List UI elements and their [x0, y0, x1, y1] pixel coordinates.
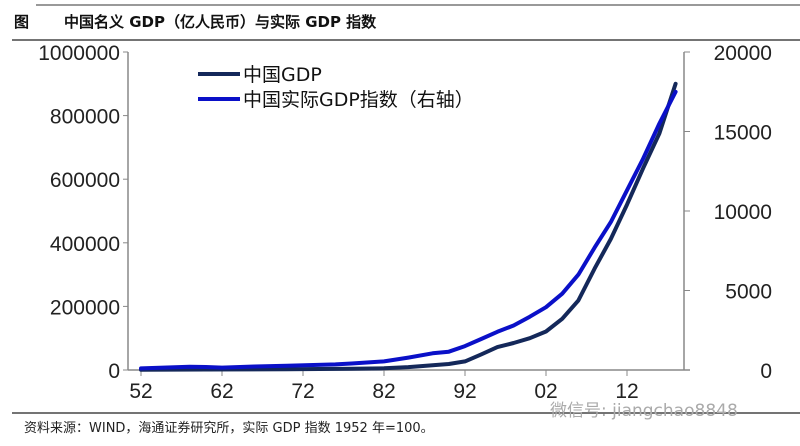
left-y-tick-label: 800000 [50, 106, 120, 129]
source-note: 资料来源：WIND，海通证券研究所，实际 GDP 指数 1952 年=100。 [24, 420, 434, 436]
axes: 0 200000 400000 600000 800000 1000000 0 5000 100… [38, 42, 772, 403]
right-y-tick-label: 15000 [714, 122, 772, 145]
plot-lines [139, 81, 678, 372]
x-tick-label: 72 [291, 380, 314, 403]
right-y-tick-label: 5000 [725, 281, 772, 304]
x-tick-label: 12 [615, 380, 638, 403]
series-line-nominal-gdp [139, 81, 678, 372]
legend-label-real: 中国实际GDP指数（右轴） [243, 89, 474, 111]
right-y-tick-label: 20000 [714, 42, 772, 65]
x-tick-label: 92 [453, 380, 476, 403]
series-line-real-gdp-index [139, 89, 678, 371]
x-tick-label: 52 [129, 380, 152, 403]
right-y-tick-label: 0 [760, 360, 772, 383]
figure-label: 图 [14, 13, 29, 31]
left-y-tick-label: 200000 [50, 296, 120, 319]
legend-label-nominal: 中国GDP [243, 64, 322, 86]
x-tick-label: 82 [372, 380, 395, 403]
legend: 中国GDP 中国实际GDP指数（右轴） [198, 64, 474, 111]
left-y-tick-label: 400000 [50, 233, 120, 256]
x-tick-label: 62 [210, 380, 233, 403]
left-y-tick-label: 0 [108, 360, 120, 383]
chart-title: 中国名义 GDP（亿人民币）与实际 GDP 指数 [64, 13, 377, 31]
left-y-tick-label: 600000 [50, 169, 120, 192]
watermark: 微信号: jiangchao8848 [550, 401, 738, 421]
left-y-tick-label: 1000000 [38, 42, 120, 65]
x-tick-label: 02 [534, 380, 557, 403]
right-y-tick-label: 10000 [714, 201, 772, 224]
